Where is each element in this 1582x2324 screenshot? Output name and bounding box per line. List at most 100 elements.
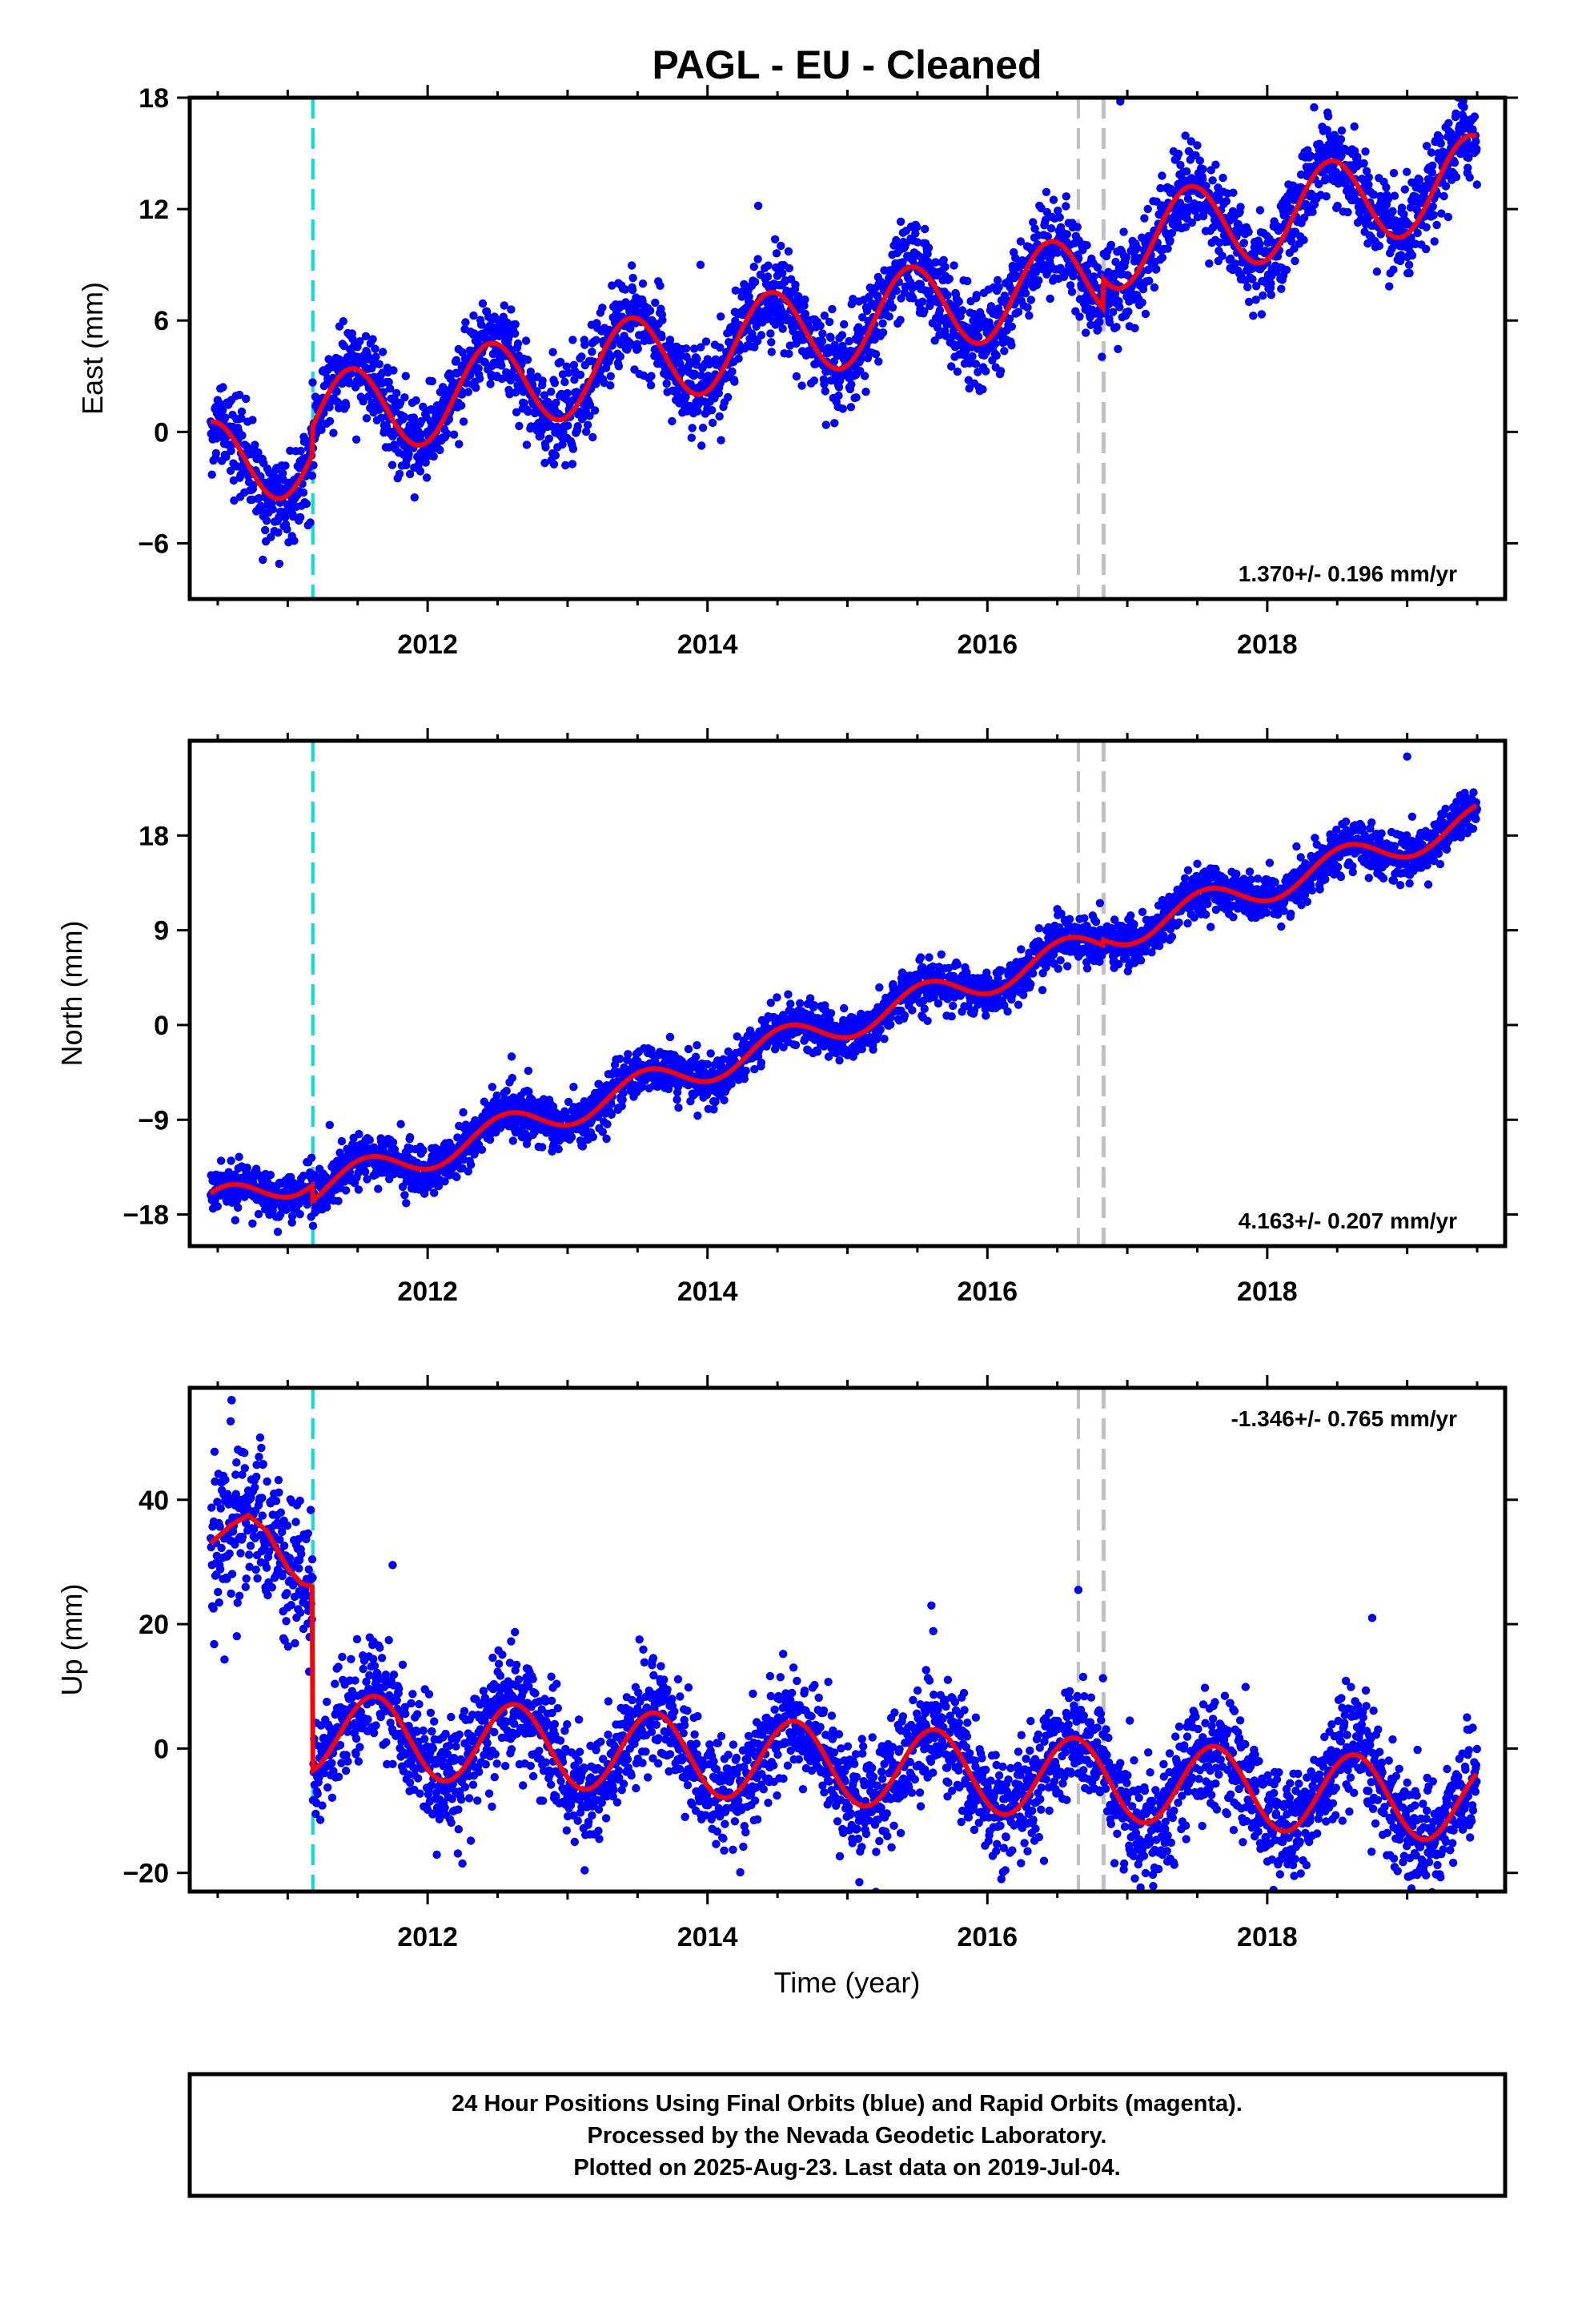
position-point (706, 1049, 715, 1058)
position-point (656, 281, 665, 290)
position-point (619, 1088, 628, 1098)
position-point (1053, 248, 1062, 257)
position-point (730, 377, 739, 386)
position-point (389, 366, 398, 375)
position-point (309, 460, 318, 470)
position-point (933, 323, 942, 332)
position-point (753, 336, 762, 346)
position-point (727, 1080, 736, 1088)
position-point (1208, 176, 1217, 185)
position-point (362, 414, 371, 423)
position-point (821, 420, 831, 429)
position-point (457, 401, 466, 410)
position-point (478, 299, 488, 308)
position-point (544, 434, 553, 443)
position-point (1350, 122, 1359, 131)
position-point (926, 287, 935, 296)
position-point (785, 349, 793, 358)
position-point (273, 1228, 283, 1236)
position-point (658, 316, 667, 324)
position-point (378, 348, 387, 356)
position-point (308, 378, 317, 387)
position-point (645, 306, 655, 316)
position-point (792, 372, 801, 381)
position-point (443, 429, 452, 438)
position-point (1199, 165, 1207, 174)
position-point (628, 285, 637, 295)
position-point (1364, 173, 1374, 182)
position-point (459, 1108, 468, 1117)
position-point (791, 280, 800, 289)
position-point (690, 369, 699, 378)
position-point (476, 374, 484, 383)
position-point (459, 417, 468, 426)
position-point (1255, 206, 1265, 215)
position-point (731, 286, 740, 295)
position-point (461, 318, 470, 327)
position-point (1082, 241, 1091, 250)
position-point (921, 224, 930, 234)
position-point (211, 448, 221, 458)
position-point (801, 309, 810, 319)
position-point (770, 235, 780, 243)
position-points (207, 98, 1482, 569)
position-point (1122, 253, 1131, 262)
position-point (950, 261, 958, 270)
position-point (234, 1203, 243, 1212)
position-point (1244, 227, 1253, 236)
position-point (1472, 137, 1480, 146)
position-point (302, 499, 311, 509)
position-point (325, 416, 335, 426)
position-point (614, 362, 624, 371)
position-point (464, 388, 472, 396)
position-point (1432, 220, 1441, 230)
position-point (568, 460, 577, 468)
position-point (339, 317, 347, 326)
position-point (698, 424, 708, 432)
position-point (585, 412, 594, 420)
position-point (1156, 183, 1165, 193)
position-point (329, 428, 338, 437)
position-point (1299, 235, 1308, 244)
position-point (267, 499, 276, 508)
position-point (1145, 276, 1154, 285)
position-point (307, 471, 317, 480)
position-point (673, 1095, 681, 1104)
position-point (767, 348, 776, 356)
position-point (339, 341, 348, 351)
position-point (274, 528, 283, 537)
position-point (307, 1153, 316, 1163)
position-point (556, 357, 565, 367)
position-point (598, 304, 607, 312)
position-point (992, 351, 1001, 360)
position-point (1375, 241, 1384, 251)
position-point (1218, 251, 1227, 260)
position-point (616, 1055, 624, 1063)
position-point (603, 1120, 612, 1129)
position-point (741, 1066, 750, 1076)
position-point (1046, 224, 1056, 233)
position-point (261, 525, 270, 535)
position-point (337, 1136, 347, 1146)
position-point (1195, 156, 1205, 165)
position-point (1150, 283, 1159, 292)
position-point (1046, 294, 1054, 304)
position-point (982, 367, 990, 376)
position-point (416, 467, 425, 476)
position-point (267, 533, 275, 541)
position-point (218, 406, 227, 415)
position-point (488, 1083, 497, 1092)
position-point (778, 324, 787, 333)
position-point (1181, 223, 1191, 231)
position-point (757, 1058, 766, 1068)
position-point (874, 357, 883, 366)
position-point (1443, 212, 1453, 222)
position-point (1093, 263, 1102, 272)
position-point (822, 367, 831, 376)
position-point (1282, 265, 1291, 275)
position-point (606, 381, 615, 390)
position-point (966, 359, 974, 368)
position-point (616, 352, 624, 361)
position-point (1158, 171, 1166, 180)
position-point (523, 356, 532, 364)
